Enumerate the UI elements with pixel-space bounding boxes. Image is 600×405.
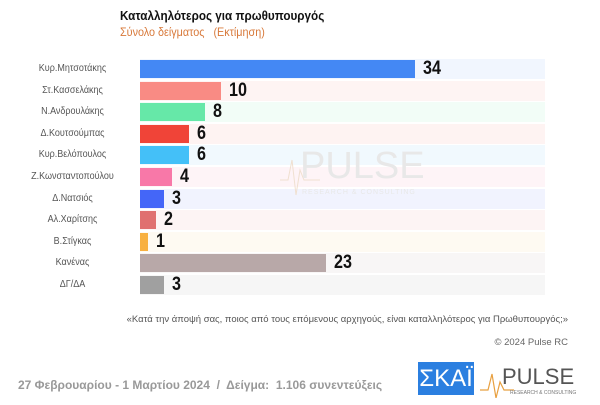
pulse-logo: PULSE RESEARCH & CONSULTING: [480, 364, 576, 398]
survey-question: «Κατά την άποψή σας, ποιος από τους επόμ…: [126, 314, 568, 325]
svg-text:PULSE: PULSE: [502, 364, 574, 389]
value-label: 1: [156, 230, 166, 252]
row-background: [140, 102, 545, 123]
value-label: 6: [196, 122, 206, 144]
footer-dates-sample: 27 Φεβρουαρίου - 1 Μαρτίου 2024 / Δείγμα…: [18, 378, 383, 392]
bar: [140, 103, 205, 122]
category-label: Δ.Κουτσούμπας: [40, 127, 105, 139]
row-background: [140, 145, 545, 166]
copyright: © 2024 Pulse RC: [494, 337, 568, 348]
value-label: 23: [334, 252, 352, 274]
bar: [140, 124, 189, 143]
chart-subtitle: Σύνολο δείγματος (Εκτίμηση): [120, 25, 265, 39]
category-label: ΔΓ/ΔΑ: [59, 279, 86, 290]
value-label: 8: [212, 101, 222, 123]
bar: [140, 211, 157, 230]
value-label: 6: [196, 144, 206, 166]
category-label: Ζ.Κωνσταντοπούλου: [31, 171, 114, 182]
row-background: [140, 275, 545, 295]
bar: [140, 232, 149, 251]
row-background: [140, 210, 545, 231]
category-label: Κανένας: [55, 257, 90, 269]
row-background: [140, 80, 545, 101]
category-label: Αλ.Χαρίτσης: [47, 214, 98, 226]
value-label: 34: [423, 58, 441, 79]
bar: [140, 60, 415, 78]
bar: [140, 168, 173, 186]
chart-title: Καταλληλότερος για πρωθυπουργός: [120, 8, 325, 23]
row-background: [140, 167, 545, 187]
category-label: Β.Στίγκας: [53, 235, 92, 247]
pulse-watermark: PULSE RESEARCH & CONSULTING: [280, 145, 425, 196]
skai-logo: ΣΚΑΪ: [418, 362, 474, 395]
bar: [140, 146, 189, 165]
row-background: [140, 123, 545, 144]
category-label: Ν.Ανδρουλάκης: [41, 106, 104, 118]
watermark-brand: PULSE: [300, 145, 425, 187]
svg-text:RESEARCH & CONSULTING: RESEARCH & CONSULTING: [510, 390, 576, 396]
value-label: 3: [172, 187, 182, 209]
value-label: 4: [180, 166, 190, 187]
value-label: 2: [164, 209, 174, 231]
category-label: Στ.Κασσελάκης: [42, 84, 103, 96]
bar: [140, 81, 221, 100]
row-background: [140, 188, 545, 209]
value-label: 10: [228, 79, 247, 101]
bar: [140, 189, 165, 208]
category-label: Κυρ.Μητσοτάκης: [38, 63, 107, 74]
category-label: Κυρ.Βελόπουλος: [38, 149, 107, 161]
bar: [140, 254, 327, 273]
bar: [140, 276, 165, 294]
category-label: Δ.Νατσιός: [52, 192, 93, 204]
watermark-tagline: RESEARCH & CONSULTING: [302, 189, 416, 196]
row-background: [140, 231, 545, 252]
value-label: 3: [172, 274, 182, 295]
